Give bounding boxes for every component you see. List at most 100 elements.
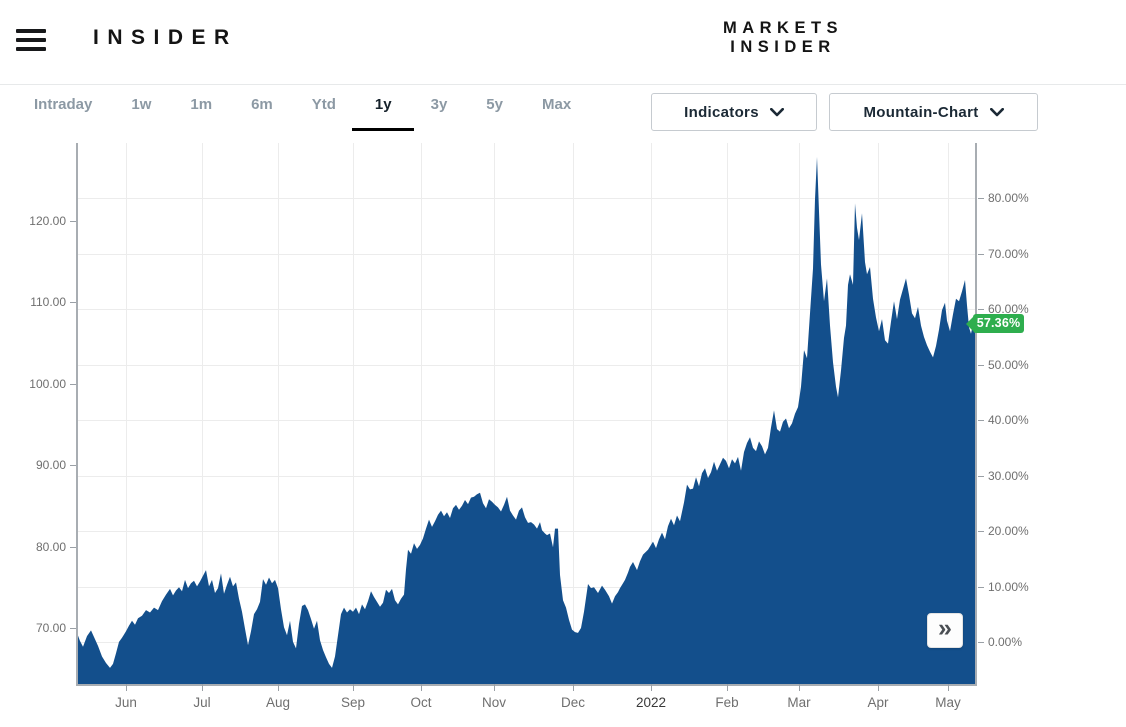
v-gridline bbox=[126, 143, 127, 684]
markets-insider-logo[interactable]: MARKETS INSIDER bbox=[682, 19, 884, 57]
axis-tick bbox=[978, 642, 984, 643]
chevron-down-icon bbox=[769, 107, 784, 116]
price-axis-label: 70.00 bbox=[35, 621, 66, 635]
axis-tick bbox=[978, 586, 984, 588]
axis-tick bbox=[126, 684, 127, 691]
axis-tick bbox=[651, 684, 652, 691]
v-gridline bbox=[651, 143, 652, 684]
axis-tick bbox=[278, 684, 279, 691]
axis-tick bbox=[948, 684, 949, 691]
axis-tick bbox=[70, 465, 76, 466]
tab-3y[interactable]: 3y bbox=[430, 96, 448, 113]
hamburger-menu-icon[interactable] bbox=[16, 29, 46, 51]
percent-axis-label: 70.00% bbox=[988, 246, 1029, 261]
axis-tick bbox=[421, 684, 422, 691]
hamburger-bar bbox=[16, 47, 46, 51]
axis-tick bbox=[353, 684, 354, 691]
percent-axis-label: 10.00% bbox=[988, 579, 1029, 594]
h-gridline bbox=[77, 253, 976, 255]
x-axis-line bbox=[76, 684, 977, 686]
price-axis-label: 120.00 bbox=[29, 213, 66, 228]
month-label: Apr bbox=[867, 695, 889, 710]
h-gridline bbox=[77, 198, 976, 199]
hamburger-bar bbox=[16, 38, 46, 42]
price-axis-label: 100.00 bbox=[29, 376, 66, 391]
v-gridline bbox=[727, 143, 728, 684]
tab-1y[interactable]: 1y bbox=[374, 96, 392, 113]
header: INSIDER MARKETS INSIDER bbox=[0, 0, 1126, 85]
chart-type-dropdown-label: Mountain-Chart bbox=[863, 103, 979, 121]
v-gridline bbox=[353, 143, 354, 684]
tab-6m[interactable]: 6m bbox=[251, 96, 273, 113]
axis-tick bbox=[70, 628, 76, 629]
price-axis-label: 90.00 bbox=[35, 458, 66, 472]
tab-1m[interactable]: 1m bbox=[190, 96, 213, 113]
axis-tick bbox=[727, 684, 728, 691]
percent-axis-label: 80.00% bbox=[988, 191, 1029, 205]
axis-tick bbox=[978, 475, 984, 477]
axis-tick bbox=[978, 420, 984, 421]
v-gridline bbox=[421, 143, 422, 684]
price-chart: 57.36% » 70.00 80.00 90.00 100.00 110.00 120.… bbox=[0, 140, 1126, 727]
month-label: Oct bbox=[410, 695, 432, 710]
month-label: 2022 bbox=[635, 695, 667, 710]
chart-type-dropdown-button[interactable]: Mountain-Chart bbox=[829, 93, 1038, 131]
markets-logo-line1: MARKETS bbox=[722, 19, 844, 37]
markets-logo-line2: INSIDER bbox=[730, 38, 836, 56]
price-axis-label: 80.00 bbox=[35, 539, 66, 554]
indicators-dropdown-label: Indicators bbox=[684, 103, 759, 121]
month-label: Jul bbox=[193, 695, 211, 710]
axis-tick bbox=[70, 383, 76, 385]
area-series bbox=[77, 156, 976, 684]
double-chevron-right-icon[interactable]: » bbox=[927, 613, 963, 648]
indicators-dropdown-button[interactable]: Indicators bbox=[651, 93, 817, 131]
month-label: Jun bbox=[115, 695, 137, 710]
h-gridline bbox=[77, 309, 976, 310]
month-label: Nov bbox=[481, 695, 506, 710]
last-value-badge: 57.36% bbox=[966, 314, 1024, 333]
percent-axis-label: 60.00% bbox=[988, 302, 1029, 316]
v-gridline bbox=[202, 143, 203, 684]
axis-tick bbox=[799, 684, 800, 691]
axis-tick bbox=[70, 546, 76, 548]
percent-axis-label: 40.00% bbox=[988, 413, 1029, 427]
axis-tick bbox=[70, 302, 76, 303]
axis-tick bbox=[494, 684, 495, 691]
month-label: Aug bbox=[265, 695, 291, 710]
h-gridline bbox=[77, 364, 976, 366]
month-label: Dec bbox=[560, 695, 585, 710]
axis-tick bbox=[878, 684, 879, 691]
percent-axis-label: 0.00% bbox=[988, 635, 1023, 649]
axis-tick bbox=[978, 531, 984, 532]
price-axis-label: 110.00 bbox=[30, 295, 66, 309]
axis-tick bbox=[978, 253, 984, 255]
insider-logo[interactable]: INSIDER bbox=[93, 26, 238, 49]
percent-axis-label: 30.00% bbox=[988, 468, 1029, 483]
month-label: Mar bbox=[787, 695, 811, 710]
month-label: Sep bbox=[340, 695, 366, 710]
hamburger-bar bbox=[16, 29, 46, 33]
left-axis-line bbox=[76, 143, 78, 684]
month-label: May bbox=[935, 695, 961, 710]
v-gridline bbox=[573, 143, 574, 684]
v-gridline bbox=[494, 143, 495, 684]
chevron-down-icon bbox=[989, 107, 1004, 116]
tab-1w[interactable]: 1w bbox=[131, 96, 152, 113]
tab-ytd[interactable]: Ytd bbox=[311, 96, 336, 113]
h-gridline bbox=[77, 475, 976, 477]
time-range-tabs: Intraday 1w 1m 6m Ytd 1y 3y 5y Max bbox=[34, 96, 571, 113]
tab-intraday[interactable]: Intraday bbox=[34, 96, 93, 113]
axis-tick bbox=[978, 198, 984, 199]
tab-max[interactable]: Max bbox=[541, 96, 572, 113]
axis-tick bbox=[573, 684, 574, 691]
percent-axis-label: 50.00% bbox=[988, 357, 1029, 372]
month-label: Feb bbox=[715, 695, 739, 710]
tab-5y[interactable]: 5y bbox=[486, 96, 503, 113]
chart-toolbar: Intraday 1w 1m 6m Ytd 1y 3y 5y Max Indicators Mo… bbox=[0, 85, 1126, 141]
axis-tick bbox=[70, 220, 76, 222]
axis-tick bbox=[978, 364, 984, 366]
axis-tick bbox=[978, 309, 984, 310]
right-axis-line bbox=[975, 143, 977, 684]
v-gridline bbox=[278, 143, 279, 684]
